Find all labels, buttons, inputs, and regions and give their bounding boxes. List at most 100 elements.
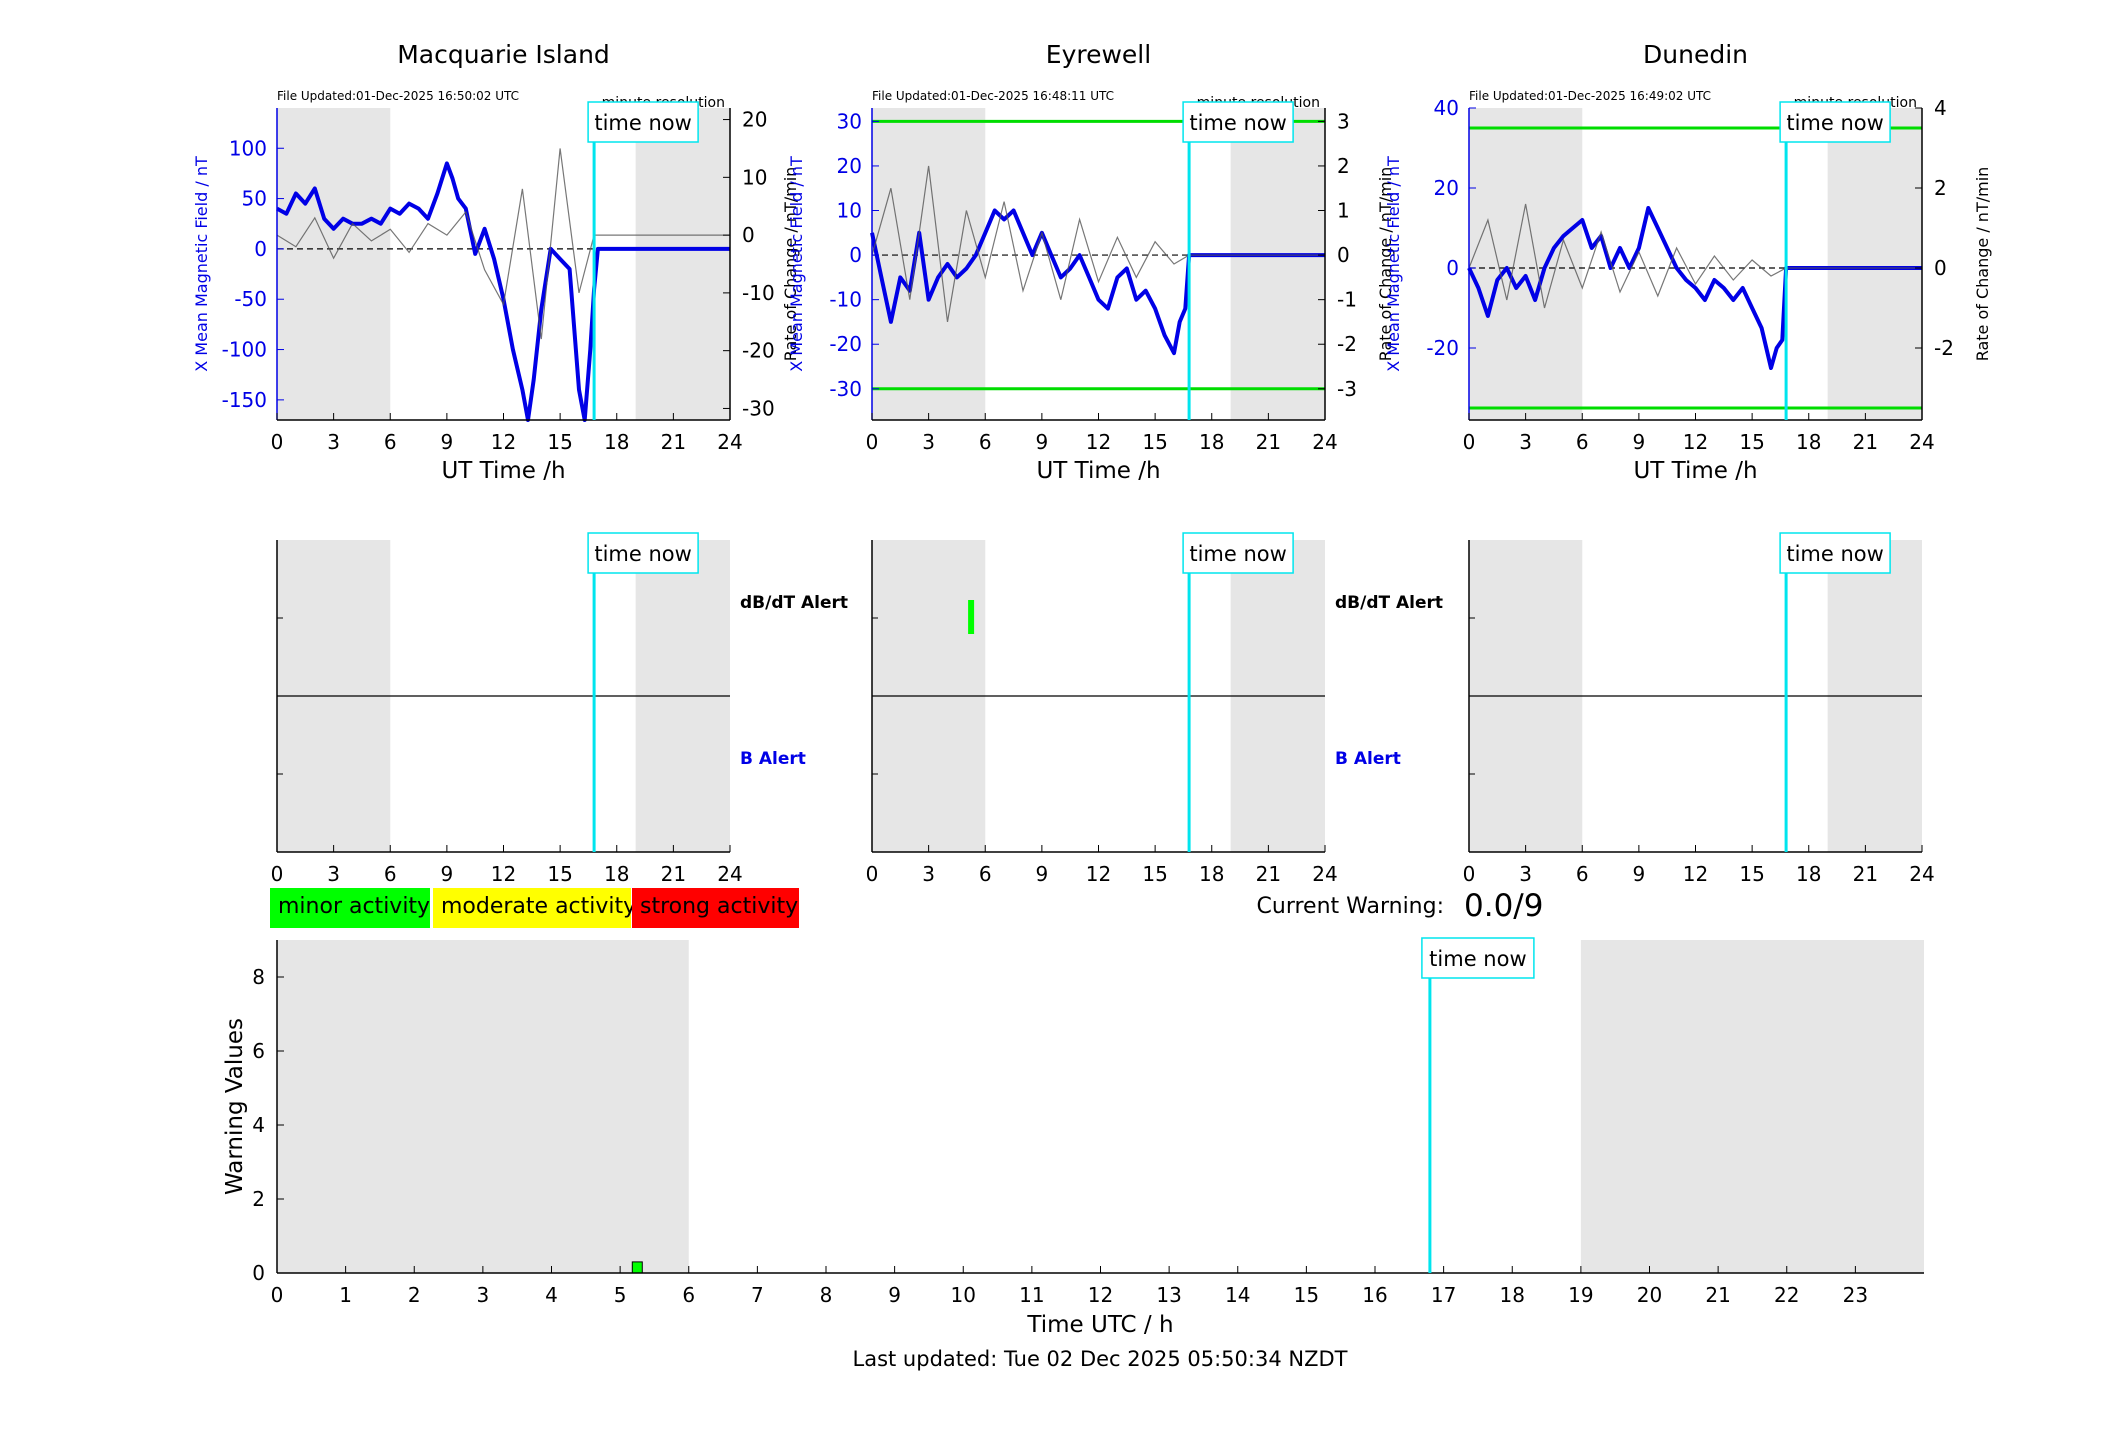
alert-x-tick-label: 18 (1199, 862, 1224, 886)
warning-y-tick-label: 8 (252, 965, 265, 989)
warning-x-tick-label: 7 (751, 1283, 764, 1307)
right-tick-label: 1 (1337, 199, 1350, 223)
right-tick-label: -2 (1337, 332, 1357, 356)
x-axis-label: UT Time /h (1633, 458, 1757, 484)
x-tick-label: 0 (271, 430, 284, 454)
right-tick-label: -30 (742, 396, 775, 420)
file-updated-text: File Updated:01-Dec-2025 16:50:02 UTC (277, 89, 519, 103)
legend-moderate-activity: moderate activity (433, 888, 636, 928)
warning-x-tick-label: 19 (1568, 1283, 1593, 1307)
x-tick-label: 21 (661, 430, 686, 454)
right-tick-label: 2 (1934, 176, 1947, 200)
left-tick-label: 0 (849, 243, 862, 267)
warning-x-tick-label: 15 (1294, 1283, 1319, 1307)
left-tick-label: -50 (234, 287, 267, 311)
night-shade (1827, 108, 1922, 420)
panel-title: Dunedin (1643, 40, 1748, 69)
left-tick-label: -10 (829, 288, 862, 312)
alert-x-tick-label: 0 (1463, 862, 1476, 886)
right-tick-label: -1 (1337, 288, 1357, 312)
x-tick-label: 24 (1909, 430, 1934, 454)
time-now-box (1421, 937, 1535, 979)
right-tick-label: 10 (742, 165, 767, 189)
warning-x-tick-label: 3 (477, 1283, 490, 1307)
warning-bar (631, 1261, 643, 1274)
left-axis-label: X Mean Magnetic Field / nT (192, 156, 211, 372)
dbdt-alert-label: dB/dT Alert (740, 593, 848, 613)
warning-x-tick-label: 14 (1225, 1283, 1250, 1307)
night-shade (277, 108, 391, 420)
alert-x-tick-label: 15 (1142, 862, 1167, 886)
panel-title: Macquarie Island (397, 40, 610, 69)
alert-x-tick-label: 15 (1739, 862, 1764, 886)
rate-series-line (276, 148, 730, 340)
left-tick-label: 20 (1434, 176, 1459, 200)
x-tick-label: 9 (1633, 430, 1646, 454)
left-axis-label: X Mean Magnetic Field / nT (787, 156, 806, 372)
x-tick-label: 15 (1142, 430, 1167, 454)
time-now-box (1779, 101, 1891, 143)
warning-x-tick-label: 17 (1431, 1283, 1456, 1307)
x-tick-label: 6 (1576, 430, 1589, 454)
warning-x-axis-label: Time UTC / h (1026, 1312, 1173, 1338)
left-tick-label: 50 (242, 187, 267, 211)
alert-x-tick-label: 0 (866, 862, 879, 886)
warning-x-tick-label: 9 (888, 1283, 901, 1307)
field-series-line (1467, 206, 1922, 370)
x-tick-label: 12 (491, 430, 516, 454)
left-tick-label: -30 (829, 377, 862, 401)
x-tick-label: 0 (866, 430, 879, 454)
right-axis-label: Rate of Change / nT/min (781, 167, 800, 362)
rate-series-line (871, 165, 1325, 323)
time-now-label: time now (594, 542, 691, 566)
b-alert-label: B Alert (740, 749, 806, 769)
warning-x-tick-label: 13 (1156, 1283, 1181, 1307)
warning-x-tick-label: 16 (1362, 1283, 1387, 1307)
alert-x-tick-label: 24 (1312, 862, 1337, 886)
file-updated-text: File Updated:01-Dec-2025 16:49:02 UTC (1469, 89, 1711, 103)
right-axis-label: Rate of Change / nT/min (1973, 167, 1992, 362)
right-tick-label: -20 (742, 339, 775, 363)
left-tick-label: -100 (222, 338, 267, 362)
alert-x-tick-label: 12 (1683, 862, 1708, 886)
warning-y-tick-label: 2 (252, 1187, 265, 1211)
x-tick-label: 18 (604, 430, 629, 454)
x-tick-label: 24 (1312, 430, 1337, 454)
x-tick-label: 6 (384, 430, 397, 454)
left-tick-label: -150 (222, 388, 267, 412)
warning-x-tick-label: 2 (408, 1283, 421, 1307)
right-tick-label: 4 (1934, 96, 1947, 120)
right-tick-label: 0 (1934, 256, 1947, 280)
time-now-box (1182, 101, 1294, 143)
alert-x-tick-label: 3 (1519, 862, 1532, 886)
right-tick-label: 20 (742, 108, 767, 132)
alert-x-tick-label: 6 (384, 862, 397, 886)
x-axis-label: UT Time /h (441, 458, 565, 484)
right-tick-label: 2 (1337, 154, 1350, 178)
dbdt-alert-label: dB/dT Alert (1335, 593, 1443, 613)
alert-x-tick-label: 24 (717, 862, 742, 886)
x-tick-label: 18 (1199, 430, 1224, 454)
x-tick-label: 3 (1519, 430, 1532, 454)
right-tick-label: -3 (1337, 377, 1357, 401)
warning-x-tick-label: 1 (339, 1283, 352, 1307)
rate-series-line (1468, 203, 1922, 309)
alert-x-tick-label: 6 (1576, 862, 1589, 886)
warning-x-tick-label: 12 (1088, 1283, 1113, 1307)
left-tick-label: 0 (1446, 256, 1459, 280)
time-now-label: time now (1786, 111, 1883, 135)
night-shade (1580, 940, 1924, 1273)
x-tick-label: 0 (1463, 430, 1476, 454)
warning-x-tick-label: 23 (1843, 1283, 1868, 1307)
warning-x-tick-label: 21 (1705, 1283, 1730, 1307)
left-tick-label: 0 (254, 237, 267, 261)
warning-y-tick-label: 0 (252, 1261, 265, 1285)
alert-x-tick-label: 9 (1036, 862, 1049, 886)
alert-x-tick-label: 21 (661, 862, 686, 886)
left-tick-label: 30 (837, 109, 862, 133)
time-now-label: time now (1189, 111, 1286, 135)
b-alert-label: B Alert (1335, 749, 1401, 769)
alert-x-tick-label: 18 (1796, 862, 1821, 886)
time-now-label: time now (1786, 542, 1883, 566)
